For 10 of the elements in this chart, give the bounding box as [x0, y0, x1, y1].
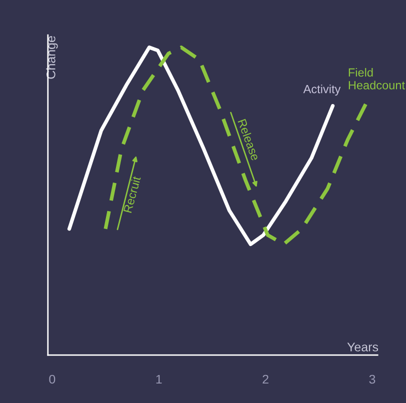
series-label: Activity — [303, 84, 341, 96]
annotation: Recruit — [123, 176, 141, 213]
annotation: Release — [238, 118, 260, 161]
y-axis-title: Change — [46, 36, 58, 79]
x-tick-label: 0 — [49, 374, 56, 384]
x-tick-label: 3 — [369, 374, 376, 384]
x-axis-title: Years — [347, 342, 378, 352]
series-label: Field Headcount — [348, 68, 405, 90]
x-tick-label: 1 — [156, 374, 162, 384]
x-tick-label: 2 — [262, 374, 268, 384]
